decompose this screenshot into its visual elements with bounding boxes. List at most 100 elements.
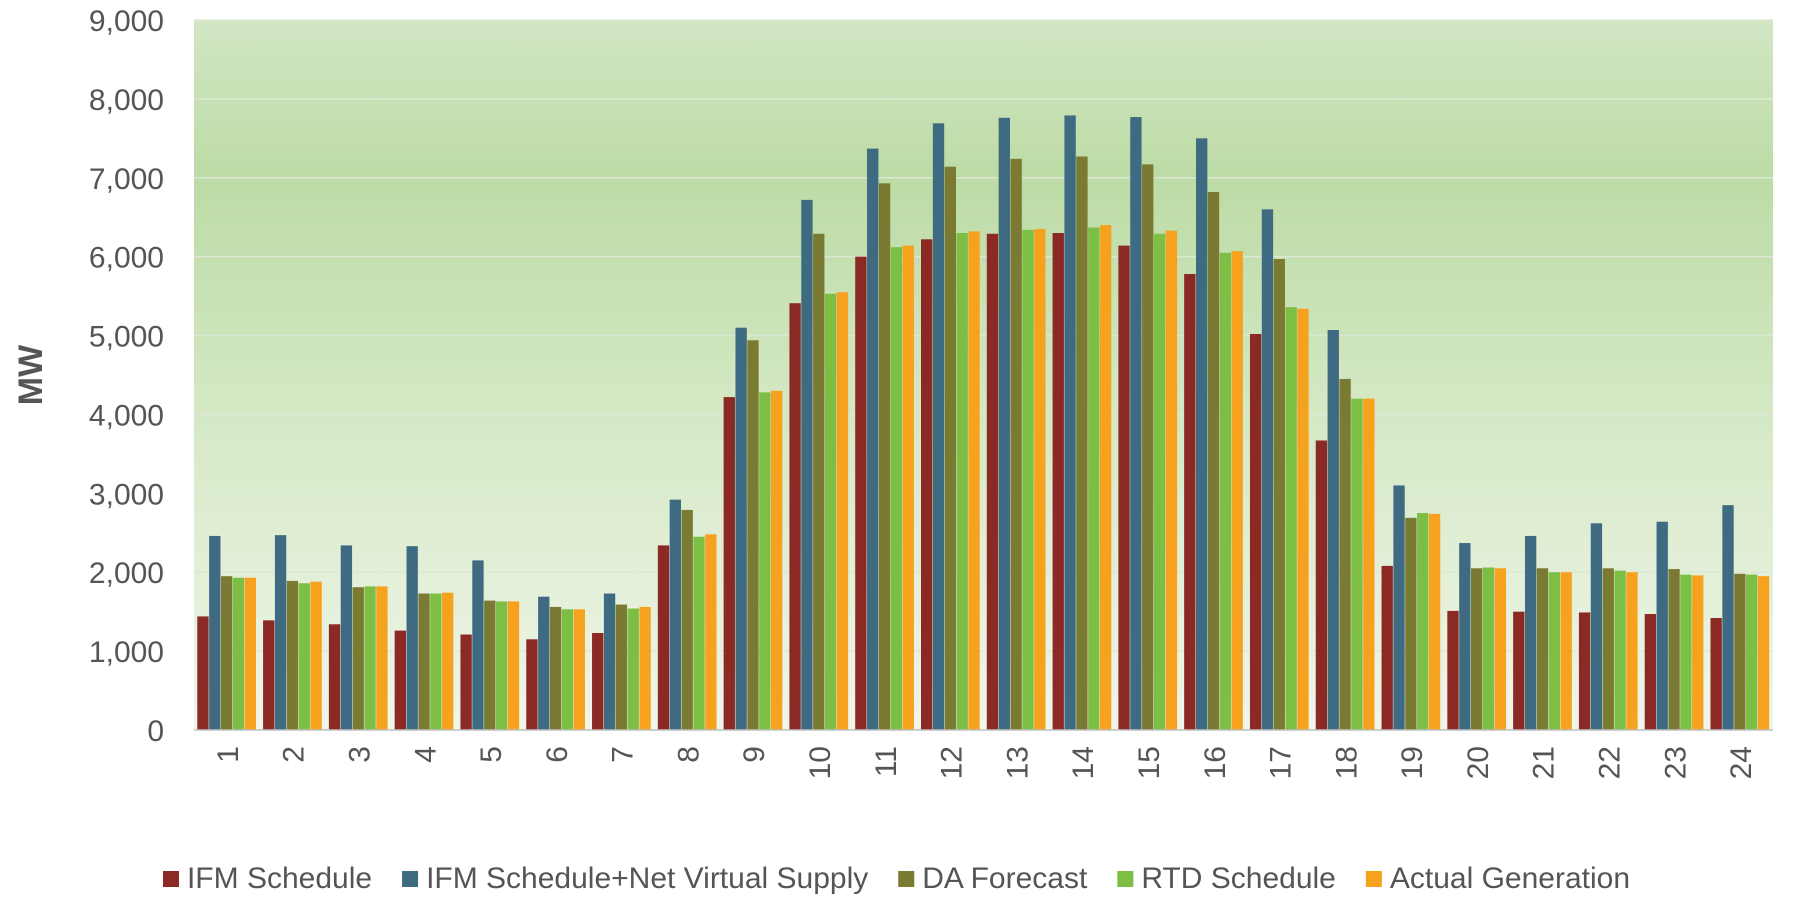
x-tick-label: 21 bbox=[1528, 746, 1561, 779]
bar-da-forecast-18 bbox=[1339, 378, 1351, 730]
legend-swatch bbox=[1365, 871, 1382, 887]
legend-label: DA Forecast bbox=[922, 862, 1088, 895]
x-tick-label: 20 bbox=[1462, 746, 1495, 779]
x-tick-label: 13 bbox=[1001, 746, 1034, 779]
bar-da-forecast-13 bbox=[1010, 158, 1022, 731]
legend-label: IFM Schedule+Net Virtual Supply bbox=[426, 862, 868, 895]
bar-ifm-schedule-net-virtual-supply-16 bbox=[1196, 138, 1208, 730]
bar-da-forecast-6 bbox=[549, 606, 562, 730]
bar-rtd-schedule-19 bbox=[1417, 513, 1429, 730]
bar-ifm-schedule-net-virtual-supply-14 bbox=[1064, 115, 1076, 730]
bar-actual-generation-23 bbox=[1692, 575, 1704, 730]
legend: IFM Schedule IFM Schedule+Net Virtual Sup… bbox=[162, 862, 1630, 895]
bar-rtd-schedule-18 bbox=[1351, 398, 1363, 730]
bar-actual-generation-24 bbox=[1757, 576, 1770, 730]
bar-ifm-schedule-15 bbox=[1118, 245, 1130, 730]
x-tick-label: 9 bbox=[738, 746, 771, 763]
x-tick-label: 2 bbox=[278, 746, 311, 763]
bar-ifm-schedule-20 bbox=[1447, 610, 1459, 730]
bar-actual-generation-1 bbox=[244, 577, 256, 730]
bar-da-forecast-17 bbox=[1273, 259, 1285, 730]
bar-rtd-schedule-7 bbox=[627, 608, 639, 730]
bar-rtd-schedule-4 bbox=[430, 593, 442, 730]
bar-actual-generation-8 bbox=[705, 534, 717, 730]
bar-da-forecast-2 bbox=[286, 580, 299, 730]
legend-swatch bbox=[1117, 871, 1134, 887]
x-tick-label: 5 bbox=[475, 746, 508, 763]
bar-actual-generation-5 bbox=[507, 601, 520, 730]
bar-ifm-schedule-13 bbox=[986, 233, 999, 731]
bar-actual-generation-19 bbox=[1428, 513, 1441, 730]
y-tick-label: 4,000 bbox=[89, 399, 164, 432]
bar-ifm-schedule-net-virtual-supply-20 bbox=[1459, 543, 1471, 730]
bar-ifm-schedule-2 bbox=[263, 620, 275, 730]
axes: 0 1,000 2,000 3,000 4,000 5,000 6,000 7,000 8,00… bbox=[12, 5, 1773, 779]
x-tick-label: 6 bbox=[541, 746, 574, 763]
y-tick-label: 1,000 bbox=[89, 636, 164, 669]
x-tick-label: 4 bbox=[409, 746, 442, 763]
x-tick-label: 11 bbox=[870, 746, 903, 777]
bar-actual-generation-16 bbox=[1231, 251, 1243, 730]
bar-ifm-schedule-4 bbox=[394, 630, 406, 730]
y-tick-label: 7,000 bbox=[89, 163, 164, 196]
bar-ifm-schedule-12 bbox=[921, 239, 933, 730]
bar-actual-generation-10 bbox=[836, 292, 849, 730]
bar-ifm-schedule-net-virtual-supply-13 bbox=[998, 117, 1010, 730]
bar-ifm-schedule-net-virtual-supply-10 bbox=[801, 199, 813, 730]
bar-rtd-schedule-15 bbox=[1153, 233, 1166, 731]
x-tick-label: 22 bbox=[1594, 746, 1627, 779]
gridlines bbox=[194, 19, 1773, 652]
bar-da-forecast-16 bbox=[1207, 191, 1220, 731]
bar-rtd-schedule-3 bbox=[364, 586, 376, 730]
bar-ifm-schedule-8 bbox=[657, 545, 670, 730]
bar-actual-generation-12 bbox=[968, 231, 980, 731]
bar-da-forecast-23 bbox=[1668, 569, 1680, 730]
bar-ifm-schedule-21 bbox=[1513, 611, 1525, 730]
bar-da-forecast-19 bbox=[1405, 517, 1417, 730]
bar-actual-generation-2 bbox=[310, 581, 322, 730]
bar-ifm-schedule-22 bbox=[1578, 612, 1591, 730]
x-tick-label: 14 bbox=[1067, 746, 1100, 779]
bar-rtd-schedule-9 bbox=[759, 392, 771, 730]
bar-rtd-schedule-10 bbox=[824, 293, 837, 730]
x-tick-label: 19 bbox=[1396, 746, 1429, 779]
bar-ifm-schedule-net-virtual-supply-18 bbox=[1327, 330, 1339, 730]
y-tick-label: 8,000 bbox=[89, 84, 164, 117]
legend-label: RTD Schedule bbox=[1141, 862, 1336, 895]
bar-ifm-schedule-14 bbox=[1052, 233, 1064, 730]
bar-ifm-schedule-19 bbox=[1381, 565, 1393, 730]
bar-ifm-schedule-net-virtual-supply-15 bbox=[1130, 117, 1142, 730]
legend-item: DA Forecast bbox=[898, 862, 1088, 895]
bar-ifm-schedule-net-virtual-supply-17 bbox=[1261, 209, 1274, 730]
bar-da-forecast-5 bbox=[484, 600, 496, 730]
bar-ifm-schedule-net-virtual-supply-2 bbox=[274, 535, 287, 730]
bar-da-forecast-4 bbox=[418, 593, 430, 730]
bar-ifm-schedule-18 bbox=[1315, 440, 1328, 730]
bar-rtd-schedule-12 bbox=[956, 233, 968, 730]
bar-ifm-schedule-6 bbox=[526, 639, 538, 730]
bar-actual-generation-7 bbox=[639, 606, 651, 730]
legend-item: Actual Generation bbox=[1365, 862, 1630, 895]
bar-ifm-schedule-net-virtual-supply-3 bbox=[340, 545, 353, 730]
legend-item: IFM Schedule bbox=[162, 862, 372, 895]
bar-actual-generation-6 bbox=[573, 609, 585, 730]
legend-swatch bbox=[162, 871, 179, 887]
legend-item: RTD Schedule bbox=[1117, 862, 1336, 895]
bar-da-forecast-15 bbox=[1142, 164, 1154, 730]
bar-ifm-schedule-net-virtual-supply-6 bbox=[538, 596, 550, 730]
bar-ifm-schedule-net-virtual-supply-11 bbox=[867, 148, 879, 731]
bar-rtd-schedule-2 bbox=[298, 583, 310, 730]
bar-rtd-schedule-14 bbox=[1088, 227, 1100, 731]
bar-rtd-schedule-13 bbox=[1022, 229, 1034, 730]
bar-da-forecast-24 bbox=[1734, 573, 1746, 730]
bar-da-forecast-22 bbox=[1602, 568, 1614, 730]
bar-actual-generation-17 bbox=[1297, 308, 1309, 730]
bar-rtd-schedule-16 bbox=[1219, 252, 1232, 730]
x-tick-label: 7 bbox=[607, 746, 640, 763]
x-tick-label: 1 bbox=[212, 746, 245, 763]
bar-ifm-schedule-net-virtual-supply-24 bbox=[1722, 505, 1734, 730]
bar-da-forecast-12 bbox=[944, 166, 957, 731]
bar-actual-generation-9 bbox=[770, 390, 783, 730]
x-tick-label: 16 bbox=[1199, 746, 1232, 779]
